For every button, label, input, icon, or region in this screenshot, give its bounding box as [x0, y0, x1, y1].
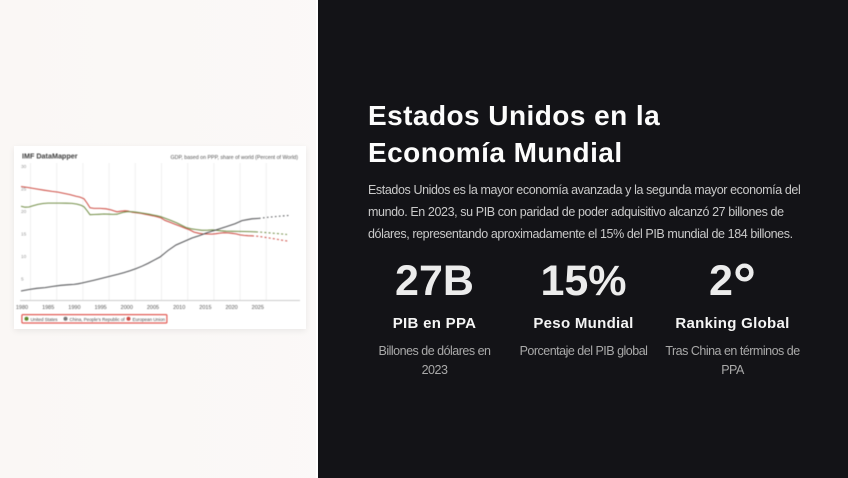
svg-text:GDP, based on PPP, share of wo: GDP, based on PPP, share of world (Perce…: [171, 155, 299, 161]
svg-text:1990: 1990: [68, 305, 80, 311]
svg-text:20: 20: [21, 209, 27, 215]
svg-text:IMF DataMapper: IMF DataMapper: [22, 152, 78, 161]
svg-text:European Union: European Union: [133, 317, 166, 322]
svg-text:25: 25: [21, 187, 27, 193]
svg-text:1995: 1995: [94, 305, 106, 311]
svg-text:1985: 1985: [42, 305, 54, 311]
svg-text:30: 30: [21, 164, 27, 170]
svg-text:2010: 2010: [173, 305, 185, 311]
svg-text:2005: 2005: [147, 305, 159, 311]
svg-text:1980: 1980: [16, 305, 28, 311]
svg-text:15: 15: [21, 232, 27, 238]
svg-text:2015: 2015: [199, 305, 211, 311]
svg-text:2020: 2020: [225, 305, 237, 311]
svg-text:5: 5: [21, 277, 24, 283]
svg-text:10: 10: [21, 254, 27, 260]
svg-text:2000: 2000: [121, 305, 133, 311]
svg-text:2025: 2025: [252, 305, 264, 311]
svg-text:China, People's Republic of: China, People's Republic of: [70, 317, 126, 322]
svg-text:United States: United States: [31, 317, 59, 322]
